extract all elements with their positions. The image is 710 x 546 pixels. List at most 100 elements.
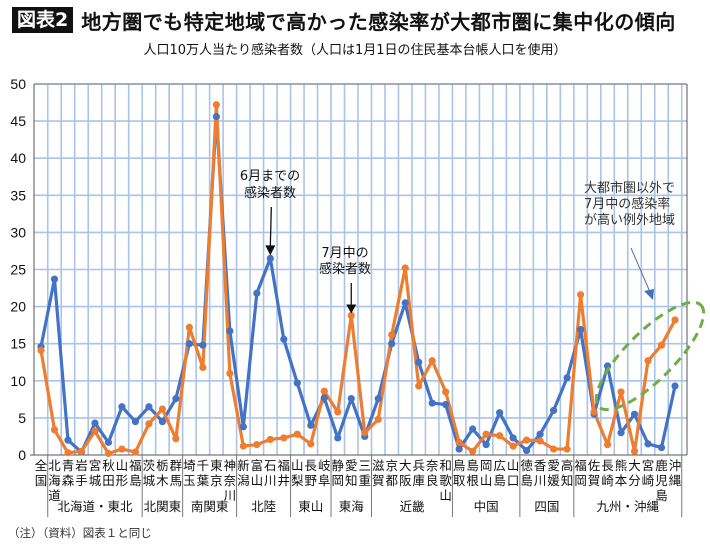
x-tick-label: 佐賀 — [588, 458, 601, 488]
data-point-june — [131, 418, 140, 426]
x-tick-label: 静岡 — [332, 458, 345, 488]
data-point-june — [118, 403, 126, 411]
data-point-july — [104, 449, 113, 458]
data-point-july — [469, 447, 477, 455]
data-point-july — [576, 291, 585, 299]
data-point-june — [91, 419, 99, 427]
x-tick-label: 千葉 — [197, 458, 210, 488]
y-tick-label: 20 — [10, 299, 26, 315]
data-point-july — [212, 101, 220, 109]
arrowhead-icon — [346, 304, 357, 314]
y-tick-labels: 0 5 10 15 20 25 30 35 40 45 50 — [10, 76, 26, 463]
data-point-june — [239, 423, 247, 431]
annotation-exception-text: 7月中の感染率 — [584, 196, 670, 212]
annotation-exception-text: 大都市圏以外で — [584, 180, 675, 196]
highlight-ellipse — [594, 300, 706, 412]
data-point-july — [185, 323, 193, 331]
data-point-july — [266, 435, 274, 444]
data-point-june — [630, 410, 639, 418]
x-tick-label: 京都 — [385, 458, 398, 488]
data-point-july — [347, 311, 355, 320]
x-tick-label: 長野 — [305, 458, 318, 488]
data-point-june — [253, 289, 261, 297]
footnote: （注）（資料）図表１と同じ — [8, 526, 152, 540]
data-point-july — [671, 316, 679, 324]
data-point-july — [145, 420, 153, 428]
data-point-june — [226, 327, 234, 335]
data-point-july — [280, 434, 288, 442]
data-point-june — [509, 434, 517, 442]
figure-badge: 図表2 — [12, 7, 74, 33]
data-point-july — [496, 432, 504, 440]
data-point-june — [158, 418, 167, 426]
data-point-july — [50, 426, 59, 434]
x-tick-label: 沖縄 — [669, 458, 682, 488]
x-tick-label: 山梨 — [291, 458, 304, 488]
region-label: 中国 — [474, 499, 499, 514]
x-tick-label: 愛媛 — [547, 458, 560, 488]
data-point-july — [199, 363, 207, 372]
y-tick-label: 45 — [10, 113, 26, 129]
data-point-july — [549, 445, 558, 453]
y-tick-label: 40 — [10, 150, 26, 166]
y-tick-label: 50 — [10, 76, 26, 92]
data-point-june — [644, 440, 652, 448]
x-tick-label: 神奈川 — [224, 458, 237, 503]
y-tick-label: 30 — [10, 224, 26, 240]
x-tick-label: 宮崎 — [642, 458, 655, 488]
x-tick-label: 三重 — [358, 458, 371, 488]
x-tick-label: 青森 — [62, 458, 75, 488]
x-tick-label: 香川 — [534, 458, 547, 488]
region-label: 南関東 — [191, 499, 229, 514]
data-point-june — [172, 395, 180, 403]
data-point-july — [361, 429, 369, 437]
data-point-july — [523, 436, 531, 444]
data-point-july — [415, 382, 423, 390]
data-point-june — [50, 275, 59, 283]
x-tick-label: 岐阜 — [318, 458, 331, 488]
x-tick-label: 福岡 — [574, 458, 587, 488]
region-label: 九州・沖縄 — [597, 499, 660, 514]
data-point-june — [145, 403, 153, 411]
data-point-june — [199, 341, 207, 349]
x-tick-label: 奈良 — [426, 458, 439, 488]
data-point-july — [320, 387, 328, 395]
x-tick-label: 東京 — [210, 458, 223, 488]
data-point-july — [603, 441, 612, 449]
data-point-july — [401, 264, 409, 272]
x-tick-label: 埼玉 — [183, 458, 196, 488]
data-point-june — [280, 335, 288, 343]
data-point-june — [374, 395, 382, 403]
x-tick-label: 鳥取 — [453, 458, 466, 488]
data-point-june — [266, 254, 274, 262]
x-tick-label: 徳島 — [520, 458, 533, 488]
x-tick-label: 山口 — [507, 458, 520, 488]
y-tick-label: 15 — [10, 336, 26, 352]
data-point-june — [482, 441, 490, 449]
data-point-june — [64, 436, 72, 444]
region-groups: 北海道・東北 北関東 南関東 北陸 東山 東海 近畿 中国 四国 九州・沖縄 — [47, 455, 683, 517]
axes — [30, 83, 688, 456]
x-tick-label: 島根 — [466, 458, 479, 488]
annotation-june-text: 感染者数 — [244, 185, 296, 201]
data-point-july — [388, 331, 396, 339]
data-point-july — [644, 357, 652, 365]
annotation-july-text: 7月中の — [321, 246, 368, 261]
data-point-june — [671, 382, 679, 390]
data-point-june — [442, 400, 450, 409]
data-point-june — [347, 395, 355, 403]
data-point-june — [428, 399, 436, 407]
grid — [34, 83, 687, 455]
x-tick-label: 新潟 — [237, 458, 250, 488]
data-point-june — [334, 434, 342, 442]
data-point-june — [401, 299, 409, 307]
data-point-june — [563, 374, 571, 382]
data-point-july — [442, 388, 450, 396]
y-tick-label: 0 — [18, 447, 26, 463]
data-point-june — [104, 438, 113, 446]
data-point-june — [617, 429, 625, 437]
annotation-june-text: 6月までの — [240, 169, 300, 184]
x-tick-label: 滋賀 — [372, 458, 385, 488]
data-point-july — [226, 369, 234, 377]
data-point-july — [536, 437, 544, 445]
